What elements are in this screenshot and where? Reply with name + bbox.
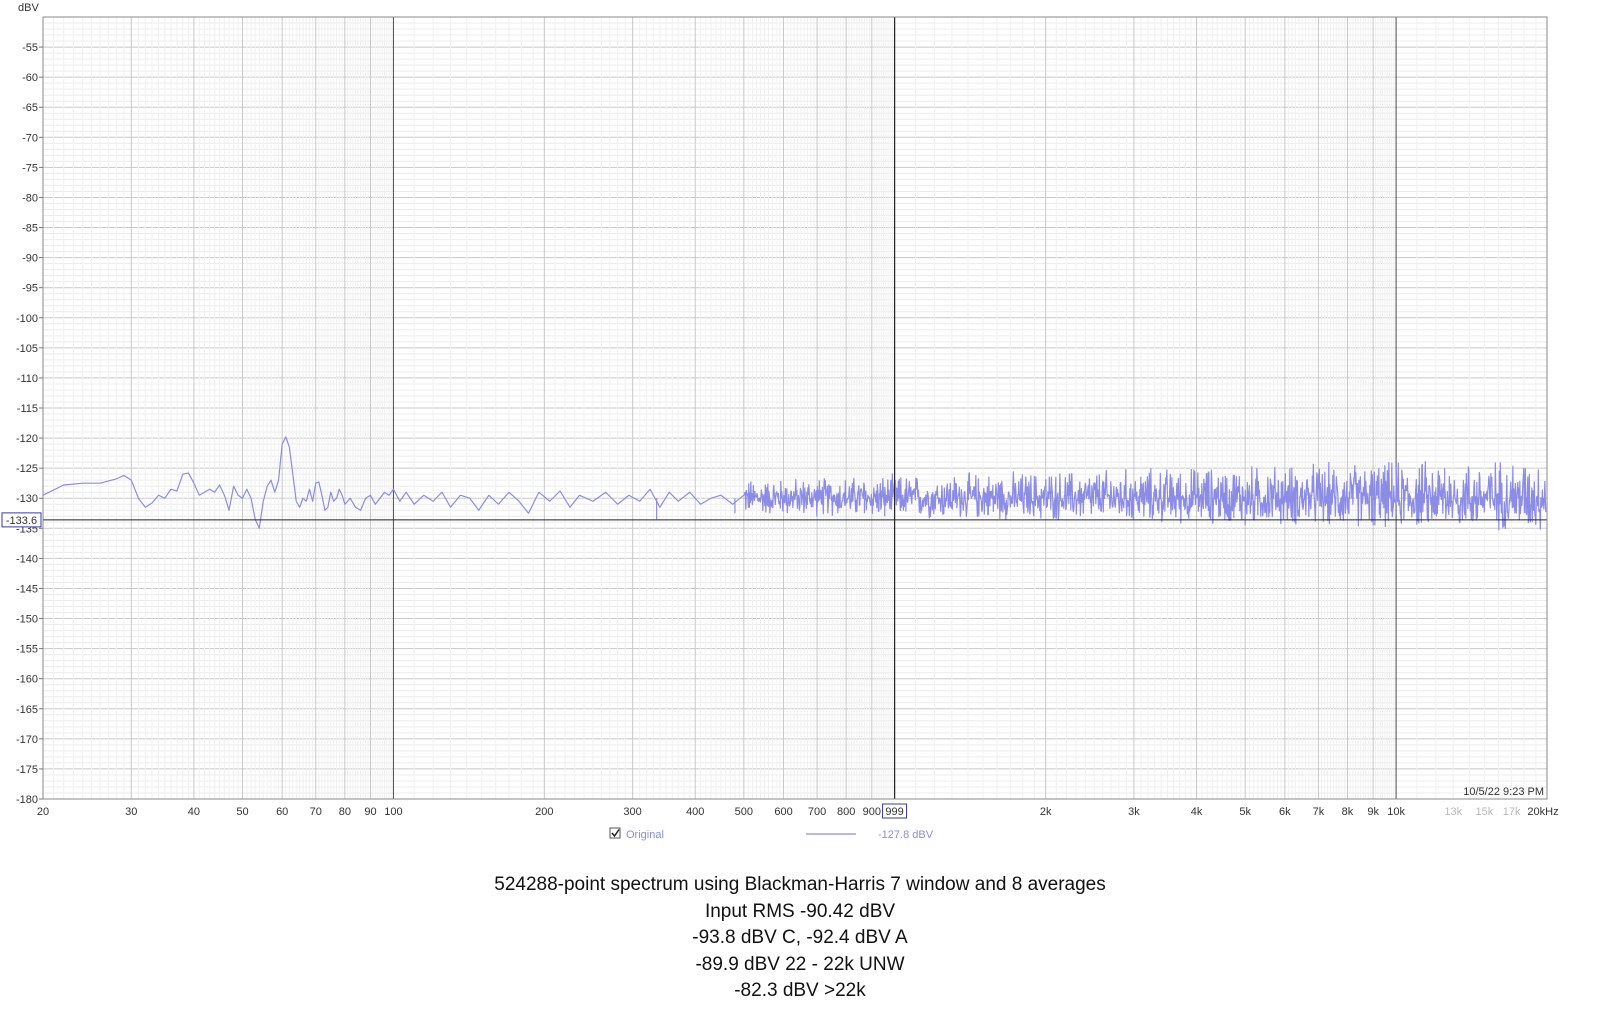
y-tick-label: -165: [16, 704, 38, 716]
x-tick-label: 60: [276, 806, 288, 818]
y-tick-label: -85: [22, 223, 38, 235]
x-tick-label: 80: [339, 806, 351, 818]
caption-line-unweighted: -89.9 dBV 22 - 22k UNW: [695, 953, 905, 975]
x-tick-label: 13k: [1444, 806, 1462, 818]
legend: Original -127.8 dBV: [609, 827, 934, 841]
y-tick-label: -70: [22, 132, 38, 144]
y-axis-ticks: -55 -60 -65 -70 -75 -80 -85 -90 -95 -100 -105 -110 -…: [1, 42, 43, 806]
x-tick-label: 500: [735, 806, 753, 818]
x-tick-label: 800: [837, 806, 855, 818]
x-tick-label: 10k: [1387, 806, 1405, 818]
x-tick-label: 90: [364, 806, 376, 818]
x-tick-label: 200: [535, 806, 553, 818]
plot-background: [0, 0, 1600, 860]
y-tick-label: -110: [17, 373, 38, 385]
y-tick-label: -60: [22, 72, 38, 84]
x-tick-label: 600: [774, 806, 792, 818]
y-tick-label: -100: [16, 313, 38, 325]
caption-line-input-rms: Input RMS -90.42 dBV: [704, 900, 896, 922]
y-tick-label: -75: [22, 162, 38, 174]
x-tick-label: 9k: [1367, 806, 1379, 818]
x-tick-label: 4k: [1191, 806, 1203, 818]
timestamp: 10/5/22 9:23 PM: [1463, 786, 1544, 798]
x-tick-label: 17k: [1503, 806, 1521, 818]
cursor-y-readout-box: [1, 512, 42, 528]
series-line-original: [42, 436, 1547, 531]
x-tick-label: 15k: [1475, 806, 1493, 818]
x-tick-label: 50: [236, 806, 248, 818]
x-tick-label: 100: [384, 806, 402, 818]
x-tick-label: 40: [188, 806, 200, 818]
y-tick-label: -155: [16, 644, 38, 656]
y-tick-label: -120: [16, 433, 38, 445]
cursor-x-readout: 999: [885, 806, 903, 818]
legend-label-original[interactable]: Original: [626, 829, 664, 841]
y-tick-label: -180: [16, 794, 38, 806]
x-tick-label: 6k: [1279, 806, 1291, 818]
caption-line-spectrum: 524288-point spectrum using Blackman-Har…: [494, 874, 1106, 895]
x-tick-label: 300: [623, 806, 641, 818]
x-tick-label: 20: [37, 806, 49, 818]
y-tick-label: -140: [16, 553, 38, 565]
caption-line-weighted: -93.8 dBV C, -92.4 dBV A: [692, 927, 908, 948]
y-tick-label: -150: [16, 614, 38, 626]
cursor-x-readout-box: [882, 803, 908, 819]
series-original: [42, 436, 1547, 531]
y-tick-label: -160: [16, 674, 38, 686]
x-tick-label: 8k: [1342, 806, 1354, 818]
measurement-caption: 524288-point spectrum using Blackman-Har…: [0, 872, 1600, 1005]
y-tick-label: -125: [16, 463, 38, 475]
x-tick-label: 70: [310, 806, 322, 818]
y-tick-label: -55: [22, 42, 38, 54]
x-tick-label: 7k: [1313, 806, 1325, 818]
cursor-y-readout: -133.6: [6, 515, 37, 527]
x-tick-label: 3k: [1128, 806, 1140, 818]
x-tick-label: 2k: [1040, 806, 1052, 818]
y-tick-label: -115: [17, 403, 38, 415]
cursor[interactable]: [43, 17, 1547, 799]
spectrum-chart: -55 -60 -65 -70 -75 -80 -85 -90 -95 -100 -105 -110 -…: [0, 0, 1600, 860]
plot-grid: [43, 16, 1547, 800]
y-tick-label: -105: [16, 343, 38, 355]
y-tick-label: -130: [16, 493, 38, 505]
x-tick-label: 30: [125, 806, 137, 818]
legend-value: -127.8 dBV: [878, 829, 934, 841]
y-tick-label: -80: [22, 192, 38, 204]
y-tick-label: -95: [22, 283, 38, 295]
y-tick-label: -175: [16, 764, 38, 776]
x-tick-label: 900: [863, 806, 881, 818]
x-tick-label: 700: [808, 806, 826, 818]
x-tick-label: 5k: [1239, 806, 1251, 818]
x-tick-label: 400: [686, 806, 704, 818]
legend-checkbox[interactable]: [609, 827, 621, 839]
y-axis-label: dBV: [18, 2, 39, 14]
y-tick-label: -65: [22, 102, 38, 114]
y-tick-label: -145: [16, 583, 38, 595]
y-tick-label: -170: [16, 734, 38, 746]
y-tick-label: -90: [22, 253, 38, 265]
caption-line-above-22k: -82.3 dBV >22k: [734, 980, 866, 1001]
x-tick-label: 20kHz: [1527, 806, 1558, 818]
x-axis-ticks: 20 30 40 50 60 70 80 90 100 200 300 400 500 600 700 800…: [37, 803, 1559, 819]
